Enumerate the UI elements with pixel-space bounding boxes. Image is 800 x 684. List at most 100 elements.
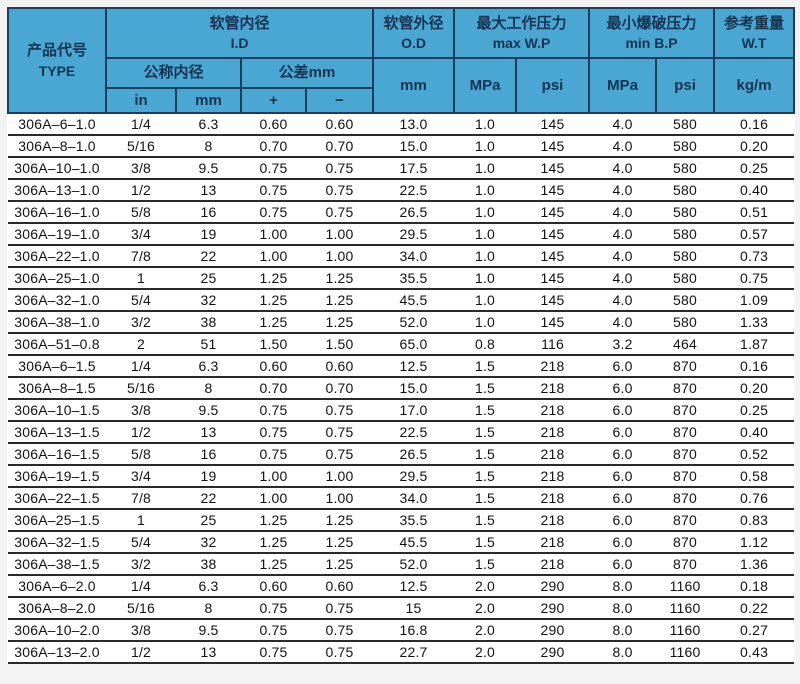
cell-od-mm: 45.5 — [373, 288, 455, 312]
cell-wp-mpa: 1.0 — [454, 134, 517, 158]
cell-wp-psi: 116 — [516, 332, 590, 356]
cell-bp-psi: 1160 — [656, 596, 715, 620]
cell-type: 306A–38–1.0 — [8, 310, 106, 334]
cell-bp-mpa: 8.0 — [589, 574, 657, 598]
cell-type: 306A–6–1.0 — [8, 112, 106, 136]
cell-od-mm: 17.5 — [373, 156, 455, 180]
header-max-working-pressure-en: max W.P — [492, 35, 551, 52]
cell-tol-plus: 1.50 — [241, 332, 306, 356]
cell-type: 306A–22–1.0 — [8, 244, 106, 268]
cell-tol-minus: 0.70 — [306, 134, 374, 158]
table-row: 306A–8–2.0 5/16 8 0.75 0.75 15 2.0 290 8.0 1160 0.… — [8, 596, 795, 620]
cell-bp-psi: 464 — [656, 332, 715, 356]
cell-tol-minus: 0.75 — [306, 200, 374, 224]
cell-wt-kgm: 0.16 — [714, 354, 795, 378]
header-inner-diameter-en: I.D — [230, 35, 249, 52]
cell-id-mm: 38 — [176, 552, 241, 576]
cell-id-mm: 8 — [176, 134, 241, 158]
cell-wp-psi: 218 — [516, 486, 590, 510]
cell-bp-mpa: 6.0 — [589, 398, 657, 422]
cell-bp-mpa: 6.0 — [589, 442, 657, 466]
cell-wp-mpa: 1.5 — [454, 552, 517, 576]
cell-wp-mpa: 1.5 — [454, 464, 517, 488]
cell-bp-psi: 580 — [656, 244, 715, 268]
cell-id-mm: 32 — [176, 288, 241, 312]
table-row: 306A–25–1.5 1 25 1.25 1.25 35.5 1.5 218 6.0 870 0.… — [8, 508, 795, 532]
cell-type: 306A–32–1.5 — [8, 530, 106, 554]
cell-type: 306A–8–1.5 — [8, 376, 106, 400]
cell-tol-plus: 1.00 — [241, 486, 306, 510]
table-row: 306A–16–1.0 5/8 16 0.75 0.75 26.5 1.0 145 4.0 580… — [8, 200, 795, 224]
cell-wp-psi: 218 — [516, 442, 590, 466]
cell-id-in: 7/8 — [106, 244, 176, 268]
cell-wt-kgm: 0.76 — [714, 486, 795, 510]
table-row: 306A–10–1.0 3/8 9.5 0.75 0.75 17.5 1.0 145 4.0 58… — [8, 156, 795, 180]
cell-type: 306A–22–1.5 — [8, 486, 106, 510]
header-reference-weight: 参考重量 W.T — [713, 7, 796, 59]
table-row: 306A–38–1.0 3/2 38 1.25 1.25 52.0 1.0 145 4.0 580… — [8, 310, 795, 334]
cell-tol-plus: 0.60 — [241, 354, 306, 378]
header-bp-psi: psi — [655, 57, 716, 114]
cell-wt-kgm: 0.20 — [714, 134, 795, 158]
cell-wp-psi: 145 — [516, 222, 590, 246]
header-min-burst-pressure-en: min B.P — [625, 35, 678, 52]
cell-id-in: 5/8 — [106, 200, 176, 224]
cell-tol-minus: 1.25 — [306, 530, 374, 554]
cell-od-mm: 65.0 — [373, 332, 455, 356]
cell-id-mm: 6.3 — [176, 112, 241, 136]
cell-wp-psi: 145 — [516, 200, 590, 224]
cell-wp-psi: 218 — [516, 354, 590, 378]
header-reference-weight-cn: 参考重量 — [724, 14, 785, 32]
cell-bp-psi: 870 — [656, 552, 715, 576]
header-od-unit: mm — [372, 57, 456, 114]
cell-id-mm: 8 — [176, 596, 241, 620]
cell-id-mm: 19 — [176, 222, 241, 246]
cell-tol-plus: 1.25 — [241, 266, 306, 290]
cell-wt-kgm: 1.09 — [714, 288, 795, 312]
cell-od-mm: 12.5 — [373, 354, 455, 378]
cell-od-mm: 16.8 — [373, 618, 455, 642]
cell-od-mm: 35.5 — [373, 508, 455, 532]
cell-od-mm: 15.0 — [373, 134, 455, 158]
spec-table: 产品代号 TYPE 软管内径 I.D 软管外径 O.D 最大工作压力 max W… — [7, 7, 796, 664]
header-reference-weight-en: W.T — [741, 35, 767, 52]
cell-tol-minus: 0.75 — [306, 442, 374, 466]
table-row: 306A–13–2.0 1/2 13 0.75 0.75 22.7 2.0 290 8.0 116… — [8, 640, 795, 664]
cell-wt-kgm: 0.27 — [714, 618, 795, 642]
cell-tol-plus: 0.75 — [241, 156, 306, 180]
cell-wp-psi: 145 — [516, 112, 590, 136]
cell-bp-psi: 870 — [656, 442, 715, 466]
cell-tol-minus: 0.60 — [306, 112, 374, 136]
cell-tol-plus: 1.25 — [241, 508, 306, 532]
cell-type: 306A–19–1.0 — [8, 222, 106, 246]
header-nominal-diameter: 公称内径 — [105, 57, 242, 89]
cell-bp-psi: 870 — [656, 420, 715, 444]
cell-od-mm: 45.5 — [373, 530, 455, 554]
header-max-working-pressure-cn: 最大工作压力 — [476, 14, 567, 32]
page: 产品代号 TYPE 软管内径 I.D 软管外径 O.D 最大工作压力 max W… — [7, 7, 796, 664]
cell-od-mm: 13.0 — [373, 112, 455, 136]
cell-bp-mpa: 4.0 — [589, 178, 657, 202]
cell-od-mm: 26.5 — [373, 200, 455, 224]
cell-tol-minus: 1.00 — [306, 486, 374, 510]
cell-bp-psi: 1160 — [656, 640, 715, 664]
cell-tol-minus: 0.75 — [306, 618, 374, 642]
table-header: 产品代号 TYPE 软管内径 I.D 软管外径 O.D 最大工作压力 max W… — [7, 7, 796, 114]
cell-wp-mpa: 1.5 — [454, 398, 517, 422]
cell-wp-mpa: 1.0 — [454, 266, 517, 290]
cell-wt-kgm: 0.73 — [714, 244, 795, 268]
cell-type: 306A–16–1.5 — [8, 442, 106, 466]
header-outer-diameter-cn: 软管外径 — [383, 14, 444, 32]
cell-id-mm: 51 — [176, 332, 241, 356]
table-row: 306A–6–1.5 1/4 6.3 0.60 0.60 12.5 1.5 218 6.0 870… — [8, 354, 795, 378]
cell-od-mm: 35.5 — [373, 266, 455, 290]
header-wp-mpa: MPa — [453, 57, 518, 114]
table-row: 306A–32–1.0 5/4 32 1.25 1.25 45.5 1.0 145 4.0 580… — [8, 288, 795, 312]
cell-tol-plus: 1.00 — [241, 464, 306, 488]
table-row: 306A–32–1.5 5/4 32 1.25 1.25 45.5 1.5 218 6.0 870… — [8, 530, 795, 554]
cell-wp-mpa: 1.0 — [454, 310, 517, 334]
cell-bp-mpa: 6.0 — [589, 508, 657, 532]
cell-id-mm: 9.5 — [176, 618, 241, 642]
cell-wp-mpa: 2.0 — [454, 574, 517, 598]
cell-wp-psi: 290 — [516, 618, 590, 642]
